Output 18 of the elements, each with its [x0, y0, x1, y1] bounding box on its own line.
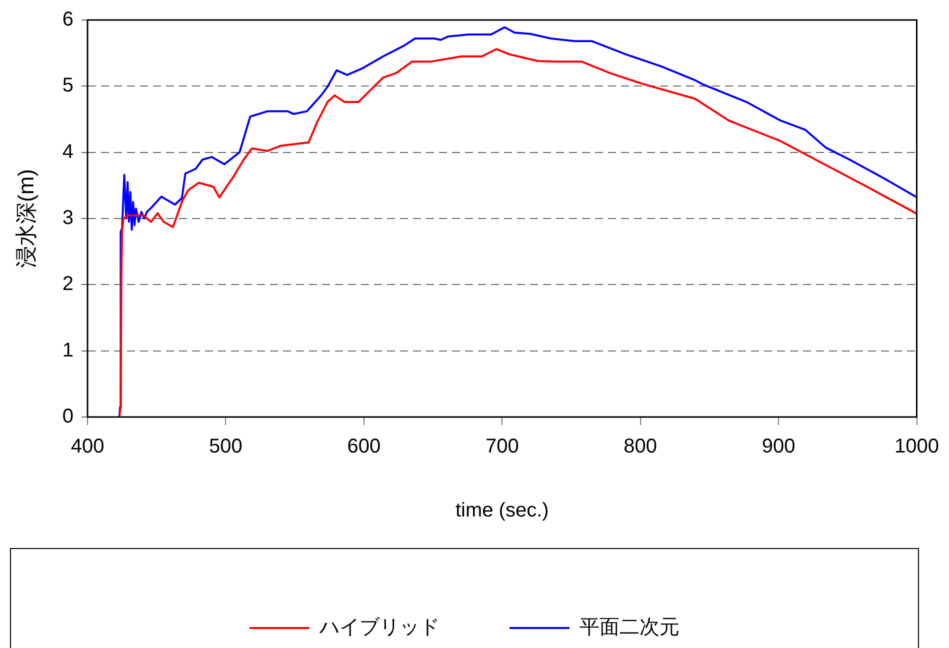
y-tick-label: 4	[62, 140, 74, 163]
y-tick-label: 3	[62, 207, 74, 230]
y-tick-label: 0	[62, 406, 74, 428]
y-tick-label: 5	[62, 74, 74, 97]
x-axis-title: time (sec.)	[455, 500, 549, 522]
x-tick-label: 700	[485, 436, 519, 458]
y-tick-label: 1	[62, 339, 74, 362]
legend-label: ハイブリッド	[318, 616, 440, 639]
legend-label: 平面二次元	[580, 616, 680, 639]
y-axis-title: 浸水深(m)	[13, 169, 38, 268]
x-tick-label: 1000	[894, 436, 940, 458]
x-tick-label: 500	[209, 436, 242, 458]
y-tick-label: 2	[62, 273, 74, 296]
x-tick-label: 800	[624, 436, 658, 458]
x-tick-label: 900	[762, 436, 796, 458]
y-tick-label: 6	[62, 8, 74, 31]
x-tick-label: 400	[70, 436, 104, 458]
x-tick-label: 600	[347, 436, 381, 458]
